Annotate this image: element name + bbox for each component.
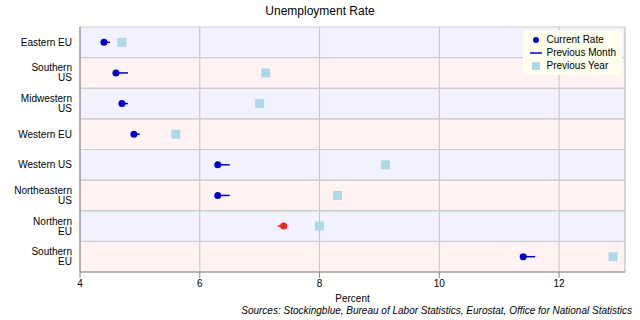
html-text:Unemployment Rate: Unemployment Rate <box>265 4 375 18</box>
html-text:Percent: Percent <box>335 293 370 304</box>
html-text:Previous Year: Previous Year <box>546 60 609 71</box>
svg-text:12: 12 <box>554 278 566 289</box>
svg-text:MidwesternUS: MidwesternUS <box>21 93 72 114</box>
svg-text:NorthernEU: NorthernEU <box>33 216 72 237</box>
svg-text:10: 10 <box>434 278 446 289</box>
svg-text:Western US: Western US <box>18 159 72 170</box>
svg-text:4: 4 <box>77 278 83 289</box>
html-text:Previous Month: Previous Month <box>546 47 616 58</box>
html-text:Current Rate: Current Rate <box>546 34 604 45</box>
svg-text:6: 6 <box>197 278 203 289</box>
svg-text:8: 8 <box>317 278 323 289</box>
svg-text:SouthernUS: SouthernUS <box>31 62 72 83</box>
svg-text:Eastern EU: Eastern EU <box>21 37 72 48</box>
svg-text:NortheasternUS: NortheasternUS <box>14 185 72 206</box>
svg-text:SouthernEU: SouthernEU <box>31 246 72 267</box>
html-text:Sources: Stockingblue, Bureau: Sources: Stockingblue, Bureau of Labor S… <box>241 305 632 316</box>
svg-text:Western EU: Western EU <box>18 129 72 140</box>
